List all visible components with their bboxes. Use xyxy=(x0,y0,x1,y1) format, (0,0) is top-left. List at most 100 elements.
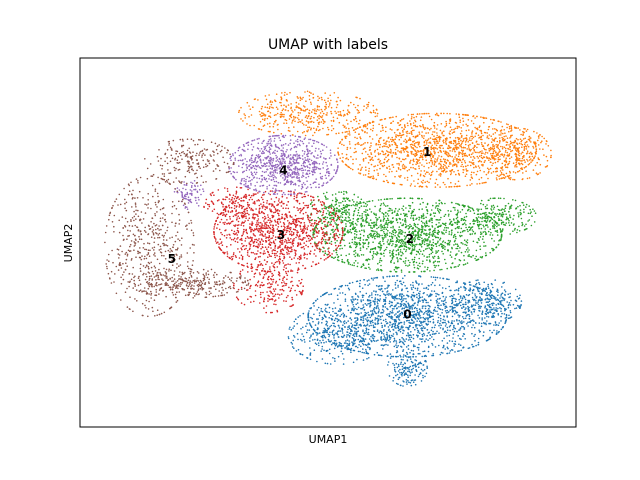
scatter-point xyxy=(370,153,373,155)
scatter-point xyxy=(414,366,417,368)
scatter-point xyxy=(313,116,315,119)
scatter-point xyxy=(269,100,272,102)
scatter-point xyxy=(508,302,511,304)
scatter-point xyxy=(433,308,436,311)
scatter-point xyxy=(409,308,411,310)
scatter-point xyxy=(510,126,513,128)
scatter-point xyxy=(400,346,403,348)
scatter-point xyxy=(390,355,393,358)
scatter-point xyxy=(501,299,503,302)
scatter-point xyxy=(496,330,498,332)
scatter-point xyxy=(434,266,436,269)
scatter-point xyxy=(477,343,480,346)
scatter-point xyxy=(463,317,465,320)
scatter-point xyxy=(416,320,418,322)
scatter-point xyxy=(350,351,352,354)
scatter-point xyxy=(456,125,459,128)
scatter-point xyxy=(454,309,456,312)
scatter-point xyxy=(389,338,391,341)
scatter-point xyxy=(415,154,418,157)
scatter-point xyxy=(455,310,457,313)
scatter-point xyxy=(360,345,362,348)
scatter-point xyxy=(349,228,352,231)
scatter-point xyxy=(528,139,531,142)
scatter-point xyxy=(408,319,411,322)
scatter-point xyxy=(451,299,453,302)
scatter-point xyxy=(468,315,471,318)
scatter-point xyxy=(427,171,429,174)
scatter-point xyxy=(509,178,512,181)
scatter-point xyxy=(471,343,473,346)
scatter-point xyxy=(491,304,494,307)
scatter-point xyxy=(322,238,325,241)
scatter-point xyxy=(403,302,405,305)
scatter-point xyxy=(316,334,318,336)
scatter-point xyxy=(521,160,523,162)
scatter-point xyxy=(504,151,507,153)
scatter-point xyxy=(366,323,369,326)
scatter-point xyxy=(328,340,330,342)
scatter-point xyxy=(381,290,384,293)
scatter-point xyxy=(351,168,354,171)
scatter-point xyxy=(416,334,418,337)
scatter-point xyxy=(510,130,512,132)
scatter-point xyxy=(500,310,502,313)
scatter-point xyxy=(442,321,445,324)
scatter-point xyxy=(395,374,397,377)
scatter-point xyxy=(389,128,392,130)
scatter-point xyxy=(307,318,310,321)
scatter-point xyxy=(359,169,362,172)
scatter-point xyxy=(356,302,359,304)
scatter-point xyxy=(404,355,407,357)
scatter-point xyxy=(532,169,535,171)
scatter-point xyxy=(240,106,242,109)
scatter-point xyxy=(407,332,409,334)
scatter-point xyxy=(436,112,438,115)
scatter-point xyxy=(354,147,356,150)
scatter-point xyxy=(281,92,283,94)
scatter-point xyxy=(421,355,424,358)
scatter-point xyxy=(442,139,445,141)
scatter-point xyxy=(395,307,398,310)
scatter-point xyxy=(480,325,483,328)
scatter-point xyxy=(423,222,426,225)
scatter-point xyxy=(541,135,543,138)
scatter-point xyxy=(408,132,411,135)
scatter-point xyxy=(293,347,295,350)
scatter-point xyxy=(458,319,461,322)
scatter-point xyxy=(262,125,265,127)
scatter-point xyxy=(427,320,430,323)
scatter-point xyxy=(432,147,435,150)
scatter-point xyxy=(402,359,404,361)
scatter-point xyxy=(331,307,334,310)
scatter-point xyxy=(384,130,387,133)
scatter-point xyxy=(535,148,538,151)
scatter-point xyxy=(394,371,397,373)
scatter-point xyxy=(430,165,433,168)
scatter-point xyxy=(338,341,341,344)
scatter-point xyxy=(444,141,447,143)
scatter-point xyxy=(504,290,507,293)
scatter-point xyxy=(341,332,344,334)
scatter-point xyxy=(406,140,408,143)
scatter-point xyxy=(547,145,550,147)
scatter-point xyxy=(324,101,327,104)
scatter-point xyxy=(416,146,418,149)
scatter-point xyxy=(273,114,276,117)
scatter-point xyxy=(341,153,344,155)
scatter-point xyxy=(412,294,414,297)
scatter-point xyxy=(411,308,414,310)
scatter-point xyxy=(478,309,480,312)
scatter-point xyxy=(382,153,385,156)
scatter-point xyxy=(377,153,380,156)
scatter-point xyxy=(385,143,387,145)
scatter-point xyxy=(446,335,448,337)
scatter-point xyxy=(400,371,403,374)
scatter-point xyxy=(501,312,503,315)
scatter-point xyxy=(463,222,466,224)
scatter-point xyxy=(296,117,299,119)
scatter-point xyxy=(497,331,499,334)
scatter-point xyxy=(411,322,414,325)
scatter-point xyxy=(468,129,470,131)
scatter-point xyxy=(432,338,435,341)
